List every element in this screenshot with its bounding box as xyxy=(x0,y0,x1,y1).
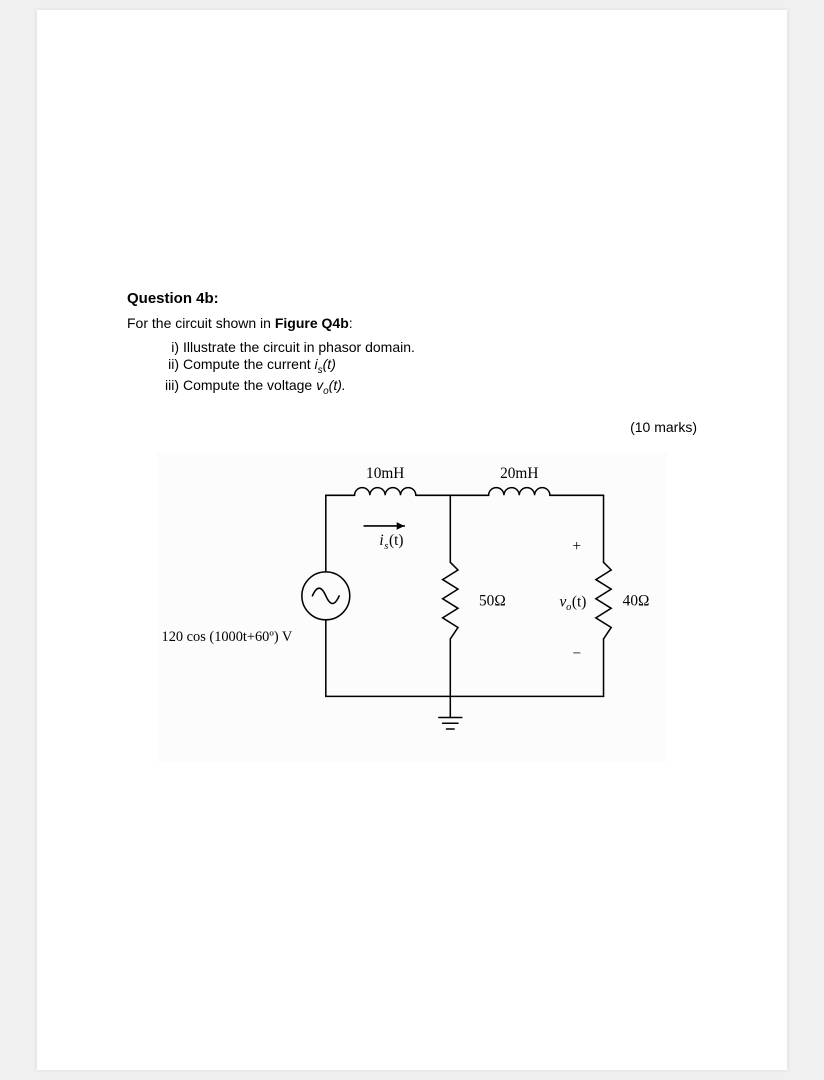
part-iii-text: Compute the voltage xyxy=(183,377,316,393)
label-vo: v o (t) xyxy=(559,593,586,613)
svg-text:(t): (t) xyxy=(389,532,403,549)
svg-text:s: s xyxy=(384,541,388,552)
label-L1: 10mH xyxy=(366,465,404,482)
part-ii: ii) Compute the current is(t) xyxy=(155,356,697,376)
intro-suffix: : xyxy=(349,315,353,331)
svg-text:(t): (t) xyxy=(572,593,586,610)
label-R2: 40Ω xyxy=(623,592,650,609)
intro-figref: Figure Q4b xyxy=(275,315,349,331)
part-ii-num: ii) xyxy=(155,356,179,372)
part-iii-num: iii) xyxy=(155,377,179,393)
label-plus: + xyxy=(572,537,581,554)
marks-label: (10 marks) xyxy=(127,419,697,435)
part-ii-text: Compute the current xyxy=(183,356,315,372)
circuit-figure: 10mH 20mH 50Ω 40Ω i s (t) + − v o (t) 12… xyxy=(157,453,667,763)
svg-text:o: o xyxy=(566,602,571,613)
part-i-text: Illustrate the circuit in phasor domain. xyxy=(183,339,415,355)
question-intro: For the circuit shown in Figure Q4b: xyxy=(127,315,697,331)
label-is: i s (t) xyxy=(379,532,403,552)
intro-prefix: For the circuit shown in xyxy=(127,315,275,331)
label-L2: 20mH xyxy=(500,465,538,482)
circuit-svg: 10mH 20mH 50Ω 40Ω i s (t) + − v o (t) 12… xyxy=(163,457,661,754)
part-ii-symbol-arg: (t) xyxy=(323,356,336,372)
label-R1: 50Ω xyxy=(479,592,506,609)
label-minus: − xyxy=(572,645,581,662)
question-title: Question 4b: xyxy=(127,290,697,307)
part-iii: iii) Compute the voltage vo(t). xyxy=(155,377,697,397)
part-i: i) Illustrate the circuit in phasor doma… xyxy=(155,339,697,355)
page: Question 4b: For the circuit shown in Fi… xyxy=(37,10,787,1070)
part-i-num: i) xyxy=(155,339,179,355)
question-parts-list: i) Illustrate the circuit in phasor doma… xyxy=(155,339,697,397)
svg-text:i: i xyxy=(379,532,383,549)
part-iii-symbol-arg: (t). xyxy=(329,377,346,393)
label-source: 120 cos (1000t+60º) V xyxy=(163,628,293,644)
